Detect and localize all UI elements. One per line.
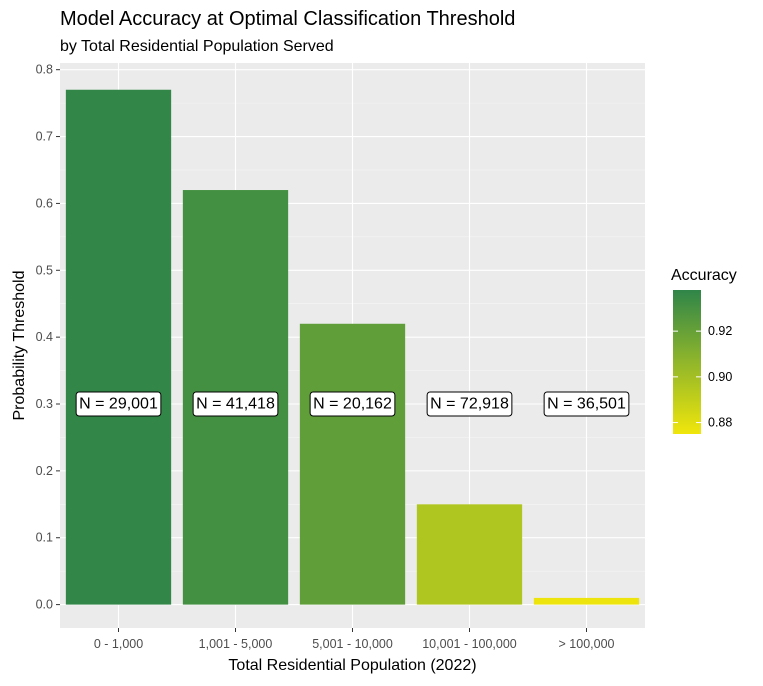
- legend-tick-label: 0.88: [708, 416, 732, 430]
- x-tick-label: 1,001 - 5,000: [199, 637, 273, 651]
- bar-label-text: N = 36,501: [547, 396, 626, 413]
- bar-label: N = 72,918: [426, 391, 513, 417]
- bar-label-box: [192, 391, 279, 417]
- y-tick-label: 0.7: [36, 130, 53, 144]
- y-tick-label: 0.3: [36, 397, 53, 411]
- y-tick-label: 0.8: [36, 63, 53, 77]
- x-tick-label: 10,001 - 100,000: [422, 637, 517, 651]
- bar-label-box: [543, 391, 630, 417]
- bar: [416, 504, 523, 605]
- legend-title: Accuracy: [671, 267, 737, 284]
- y-tick-label: 0.6: [36, 196, 53, 210]
- bar-labels: N = 29,001 N = 41,418 N = 20,162 N = 72,918…: [75, 391, 630, 417]
- bar-label-text: N = 41,418: [196, 396, 275, 413]
- chart-subtitle: by Total Residential Population Served: [60, 38, 334, 55]
- bar-label-text: N = 20,162: [313, 396, 392, 413]
- legend-tick-label: 0.92: [708, 324, 732, 338]
- bar-label-text: N = 29,001: [79, 396, 158, 413]
- x-axis: 0 - 1,000 1,001 - 5,000 5,001 - 10,000 10,0…: [94, 628, 615, 651]
- bar-label-text: N = 72,918: [430, 396, 509, 413]
- x-axis-title: Total Residential Population (2022): [228, 657, 476, 674]
- y-axis: 0.0 0.1 0.2 0.3 0.4 0.5 0.6 0.7 0.8: [36, 63, 60, 612]
- y-tick-label: 0.5: [36, 263, 53, 277]
- bar-label-box: [309, 391, 396, 417]
- y-axis-title: Probability Threshold: [11, 270, 28, 420]
- legend: Accuracy 0.88 0.90 0.92: [671, 267, 737, 434]
- bar-label: N = 20,162: [309, 391, 396, 417]
- bar-label: N = 29,001: [75, 391, 162, 417]
- x-tick-label: 5,001 - 10,000: [312, 637, 393, 651]
- bar-label-box: [426, 391, 513, 417]
- bar: [65, 89, 172, 605]
- y-tick-label: 0.4: [36, 330, 53, 344]
- x-tick-label: 0 - 1,000: [94, 637, 143, 651]
- bar-label: N = 36,501: [543, 391, 630, 417]
- bar: [299, 323, 406, 605]
- y-tick-label: 0.1: [36, 531, 53, 545]
- bars: [65, 89, 640, 605]
- x-tick-label: > 100,000: [559, 637, 615, 651]
- chart-title: Model Accuracy at Optimal Classification…: [60, 8, 516, 30]
- y-tick-label: 0.0: [36, 598, 53, 612]
- bar-label: N = 41,418: [192, 391, 279, 417]
- legend-colorbar: [673, 290, 701, 434]
- legend-ticks: 0.88 0.90 0.92: [673, 324, 732, 430]
- y-tick-label: 0.2: [36, 464, 53, 478]
- bar-label-box: [75, 391, 162, 417]
- bar: [533, 597, 640, 605]
- legend-tick-label: 0.90: [708, 370, 732, 384]
